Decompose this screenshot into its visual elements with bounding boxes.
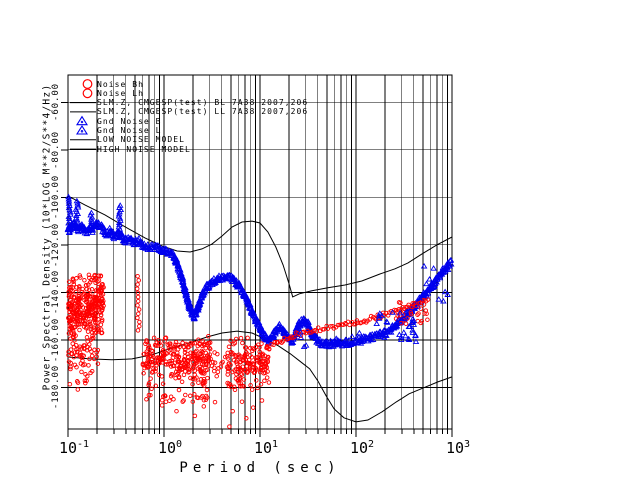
x-axis-title: Period (sec) (179, 460, 341, 476)
legend-entry: Noise Bh (97, 79, 144, 89)
legend-entry: Gnd Noise B (97, 116, 162, 126)
x-tick-label: 102 (349, 439, 375, 457)
legend-red-circle-icon (82, 79, 93, 89)
x-tick-label: 100 (157, 439, 183, 457)
legend-blue-triangle-icon (76, 124, 88, 135)
y-tick-label: -120.00 (51, 222, 61, 267)
legend-entry: SLM.Z, CMGESP(test) BL 7A38 2007,206 (97, 98, 309, 108)
x-tick-label: 10-1 (58, 439, 90, 457)
y-tick-label: -80.00 (51, 130, 61, 169)
y-tick-label: -160.00 (51, 317, 61, 362)
legend-symbols (70, 79, 96, 150)
x-tick-label: 103 (445, 439, 471, 457)
data-markers (64, 193, 455, 429)
y-tick-label: -180.00 (51, 365, 61, 410)
y-tick-label: -60.00 (51, 83, 61, 122)
legend-entry: Noise Lh (97, 88, 144, 98)
y-tick-label: -100.00 (51, 175, 61, 220)
legend-entry: HIGH NOISE MODEL (97, 144, 191, 154)
legend-entry: Gnd Noise L (97, 126, 162, 135)
legend-entry: LOW NOISE MODEL (97, 135, 185, 145)
y-tick-label: -140.00 (51, 270, 61, 315)
legend-entry: SLM.Z, CMGESP(test) LL 7A38 2007,206 (97, 107, 309, 117)
x-tick-label: 101 (253, 439, 279, 457)
legend-blue-triangle-icon (76, 115, 88, 126)
legend-red-circle-icon (82, 88, 93, 99)
grid-lines (67, 75, 452, 429)
